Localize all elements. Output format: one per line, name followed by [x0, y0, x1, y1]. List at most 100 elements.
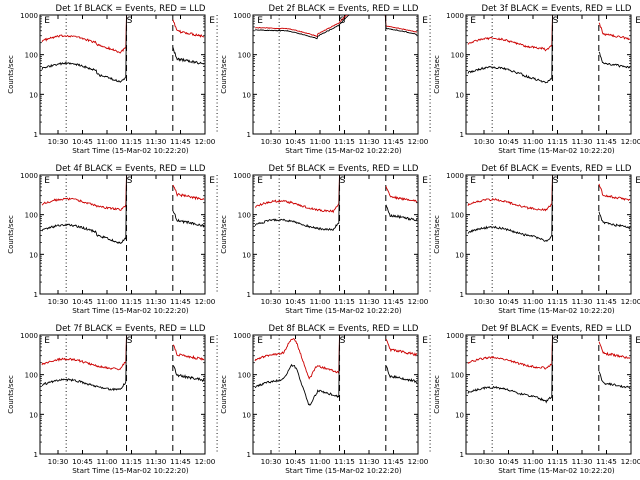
x-tick-label: 10:30 — [48, 297, 69, 306]
y-tick-label: 1000 — [20, 172, 38, 180]
series-events — [467, 15, 631, 84]
x-axis-label: Start Time (15-Mar-02 10:22:20) — [285, 146, 402, 155]
x-tick-label: 11:30 — [359, 137, 380, 146]
series-events — [41, 15, 205, 83]
y-tick-label: 10 — [455, 251, 464, 259]
y-axis-label: Counts/sec — [433, 375, 441, 414]
x-tick-label: 11:15 — [121, 297, 142, 306]
series-lld — [254, 175, 418, 214]
plot-frame — [39, 14, 206, 135]
y-tick-label: 100 — [238, 212, 251, 220]
x-tick-label: 11:45 — [596, 457, 617, 466]
x-tick-label: 10:45 — [498, 457, 519, 466]
y-axis-label: Counts/sec — [433, 55, 441, 94]
x-tick-label: 11:00 — [523, 457, 544, 466]
x-tick-label: 11:45 — [383, 137, 404, 146]
x-tick-label: 12:00 — [195, 457, 216, 466]
x-tick-label: 11:30 — [572, 457, 593, 466]
plot-title: Det 2f BLACK = Events, RED = LLD — [269, 4, 419, 14]
detector-plot-3: Det 3f BLACK = Events, RED = LLD 1 10 100 10… — [433, 4, 640, 155]
x-tick-label: 11:15 — [547, 137, 568, 146]
interval-marker-e: E — [44, 176, 50, 186]
y-tick-label: 1000 — [20, 332, 38, 340]
y-tick-label: 10 — [29, 91, 38, 99]
interval-marker-e: E — [257, 336, 263, 346]
y-tick-label: 10 — [29, 251, 38, 259]
y-tick-label: 1000 — [446, 332, 464, 340]
x-tick-label: 12:00 — [621, 137, 640, 146]
series-lld — [467, 335, 631, 370]
y-tick-label: 1000 — [233, 12, 251, 20]
plot-title: Det 4f BLACK = Events, RED = LLD — [56, 164, 206, 174]
interval-marker-e: E — [422, 336, 428, 346]
interval-marker-s: S — [340, 336, 346, 346]
y-tick-label: 1 — [247, 291, 251, 299]
interval-marker-e: E — [257, 176, 263, 186]
interval-marker-e: E — [209, 176, 215, 186]
interval-marker-e: E — [422, 16, 428, 26]
y-tick-label: 10 — [242, 91, 251, 99]
x-tick-label: 12:00 — [408, 457, 429, 466]
y-tick-label: 1000 — [446, 172, 464, 180]
detector-plot-6: Det 6f BLACK = Events, RED = LLD 1 10 100 10… — [433, 164, 640, 315]
x-tick-label: 11:30 — [359, 297, 380, 306]
x-tick-label: 11:30 — [572, 297, 593, 306]
series-events — [467, 335, 631, 404]
y-tick-label: 1 — [34, 131, 38, 139]
series-events — [41, 335, 205, 392]
detector-plot-8: Det 8f BLACK = Events, RED = LLD 1 10 100 10… — [220, 324, 431, 475]
y-tick-label: 1 — [34, 291, 38, 299]
x-tick-label: 10:45 — [285, 137, 306, 146]
x-tick-label: 10:30 — [261, 297, 282, 306]
x-tick-label: 11:45 — [170, 457, 191, 466]
interval-marker-e: E — [470, 16, 476, 26]
series-events — [254, 335, 418, 406]
x-tick-label: 10:45 — [72, 297, 93, 306]
x-tick-label: 11:30 — [359, 457, 380, 466]
x-tick-label: 11:45 — [596, 137, 617, 146]
x-tick-label: 10:30 — [261, 137, 282, 146]
x-tick-label: 11:30 — [146, 297, 167, 306]
plot-frame — [252, 174, 419, 295]
y-tick-label: 1000 — [233, 172, 251, 180]
series-events — [254, 175, 418, 231]
x-tick-label: 12:00 — [408, 297, 429, 306]
x-tick-label: 12:00 — [408, 137, 429, 146]
x-tick-label: 10:45 — [498, 137, 519, 146]
y-tick-label: 10 — [455, 411, 464, 419]
y-axis-label: Counts/sec — [433, 215, 441, 254]
interval-marker-e: E — [257, 16, 263, 26]
x-tick-label: 11:00 — [97, 297, 118, 306]
x-tick-label: 11:30 — [146, 137, 167, 146]
y-tick-label: 1 — [247, 451, 251, 459]
x-tick-label: 10:30 — [48, 137, 69, 146]
x-tick-label: 10:45 — [285, 297, 306, 306]
interval-marker-s: S — [553, 336, 559, 346]
x-axis-label: Start Time (15-Mar-02 10:22:20) — [72, 466, 189, 475]
series-lld — [254, 15, 418, 37]
y-axis-label: Counts/sec — [220, 215, 228, 254]
interval-marker-s: S — [127, 176, 133, 186]
x-tick-label: 10:45 — [498, 297, 519, 306]
x-tick-label: 10:45 — [72, 457, 93, 466]
x-tick-label: 11:30 — [572, 137, 593, 146]
interval-marker-e: E — [44, 336, 50, 346]
x-tick-label: 10:30 — [474, 137, 495, 146]
x-tick-label: 11:45 — [170, 297, 191, 306]
x-tick-label: 11:00 — [310, 457, 331, 466]
x-tick-label: 11:15 — [121, 137, 142, 146]
plot-frame — [39, 174, 206, 295]
x-tick-label: 11:45 — [596, 297, 617, 306]
interval-marker-e: E — [470, 336, 476, 346]
interval-marker-e: E — [209, 336, 215, 346]
x-tick-label: 12:00 — [195, 137, 216, 146]
detector-plot-9: Det 9f BLACK = Events, RED = LLD 1 10 100 10… — [433, 324, 640, 475]
x-tick-label: 10:30 — [48, 457, 69, 466]
series-events — [254, 15, 418, 40]
y-axis-label: Counts/sec — [7, 375, 15, 414]
interval-marker-e: E — [209, 16, 215, 26]
x-tick-label: 10:30 — [261, 457, 282, 466]
x-axis-label: Start Time (15-Mar-02 10:22:20) — [72, 146, 189, 155]
y-tick-label: 100 — [451, 212, 464, 220]
